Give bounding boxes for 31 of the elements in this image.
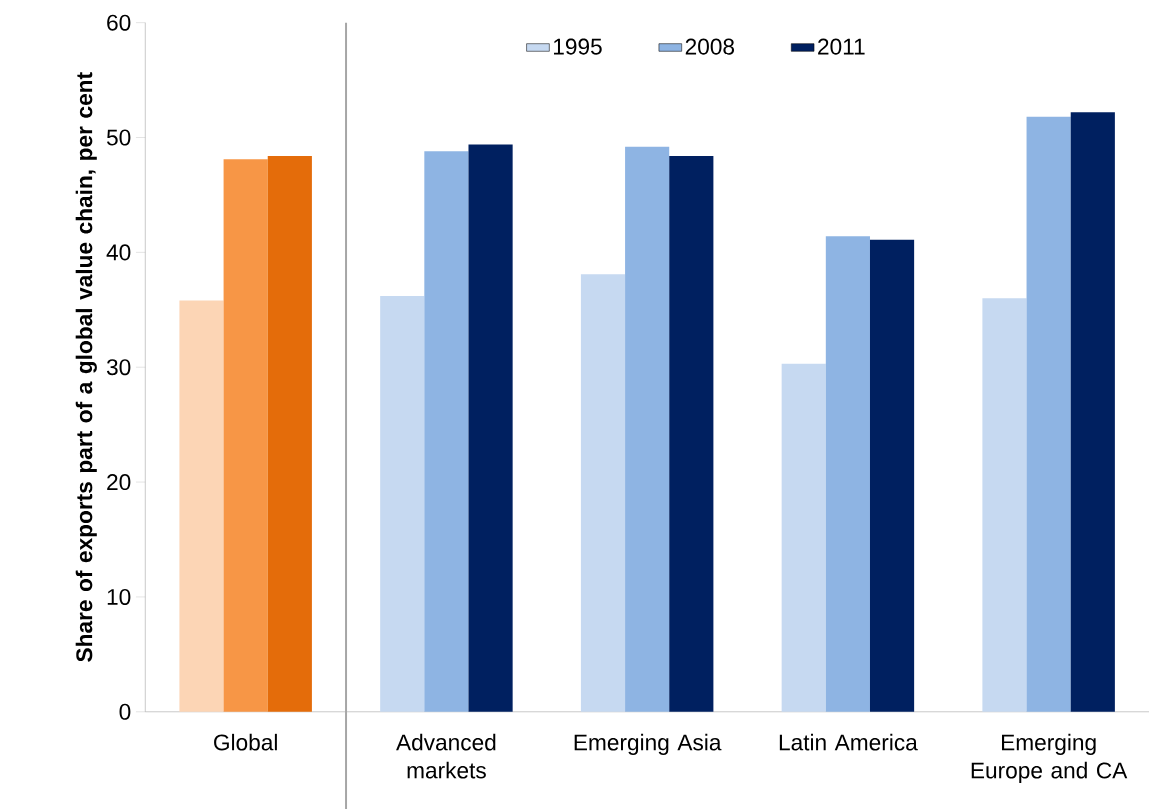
y-axis-title: Share of exports part of a global value chain, per cent xyxy=(75,72,97,662)
bar xyxy=(580,274,626,712)
bar xyxy=(1070,112,1115,712)
x-tick-label: Advanced markets xyxy=(396,733,496,779)
bar xyxy=(424,151,469,712)
bar xyxy=(468,144,513,712)
x-tick-label: Emerging Asia xyxy=(574,733,722,755)
bar xyxy=(1026,116,1071,712)
bar xyxy=(669,155,714,712)
legend-label: 2011 xyxy=(818,38,865,55)
legend-label: 2008 xyxy=(685,38,735,55)
bar xyxy=(825,236,870,712)
bar xyxy=(267,155,312,712)
y-tick-label: 30 xyxy=(106,359,131,376)
x-tick-label: Global xyxy=(214,733,277,751)
bar xyxy=(869,239,915,712)
x-tick-label: Latin America xyxy=(779,733,918,751)
y-tick-label: 0 xyxy=(119,703,131,720)
legend-label: 1995 xyxy=(554,38,602,55)
y-tick-label: 20 xyxy=(107,474,131,491)
y-tick-label: 10 xyxy=(107,588,131,605)
bar xyxy=(380,295,425,712)
bar xyxy=(781,363,826,712)
y-tick-label: 60 xyxy=(107,14,131,31)
y-tick-label: 40 xyxy=(106,244,131,261)
y-tick-label: 50 xyxy=(106,129,131,146)
bar xyxy=(982,298,1027,712)
bar xyxy=(625,146,670,712)
bar xyxy=(179,300,224,712)
bar xyxy=(223,159,268,712)
x-tick-label: Emerging Europe and CA xyxy=(971,733,1128,783)
